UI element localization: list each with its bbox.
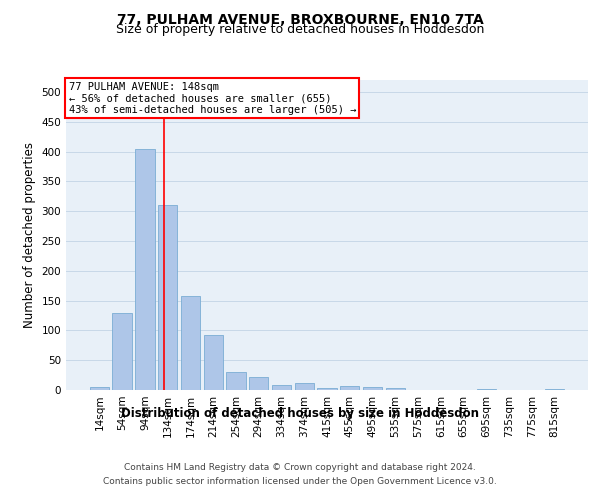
Bar (363, 387, 382, 390)
Bar (226, 372, 245, 390)
Bar (545, 389, 564, 390)
Bar (112, 312, 132, 390)
Text: Size of property relative to detached houses in Hoddesdon: Size of property relative to detached ho… (116, 22, 484, 36)
Text: 77 PULHAM AVENUE: 148sqm
← 56% of detached houses are smaller (655)
43% of semi-: 77 PULHAM AVENUE: 148sqm ← 56% of detach… (68, 82, 356, 115)
Bar (203, 334, 223, 390)
Bar (386, 388, 405, 390)
Bar (158, 205, 178, 390)
Bar (181, 296, 200, 390)
Text: 77, PULHAM AVENUE, BROXBOURNE, EN10 7TA: 77, PULHAM AVENUE, BROXBOURNE, EN10 7TA (116, 12, 484, 26)
Bar (135, 148, 155, 390)
Bar (249, 377, 268, 390)
Text: Distribution of detached houses by size in Hoddesdon: Distribution of detached houses by size … (121, 408, 479, 420)
Bar (295, 384, 314, 390)
Bar (476, 389, 496, 390)
Bar (340, 386, 359, 390)
Y-axis label: Number of detached properties: Number of detached properties (23, 142, 36, 328)
Bar (317, 388, 337, 390)
Bar (272, 385, 291, 390)
Text: Contains public sector information licensed under the Open Government Licence v3: Contains public sector information licen… (103, 477, 497, 486)
Text: Contains HM Land Registry data © Crown copyright and database right 2024.: Contains HM Land Registry data © Crown c… (124, 464, 476, 472)
Bar (90, 387, 109, 390)
